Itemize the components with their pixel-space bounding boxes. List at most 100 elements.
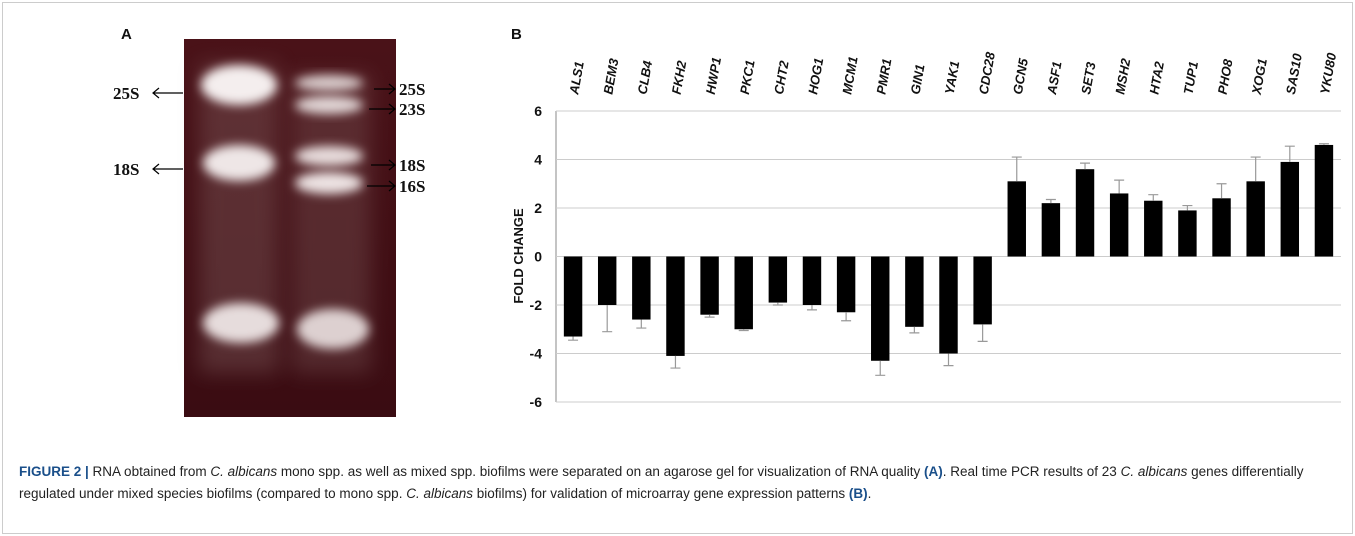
error-bar	[1080, 162, 1091, 170]
y-axis-label: FOLD CHANGE	[511, 208, 526, 304]
panel-label: A	[121, 26, 132, 43]
bar	[1144, 200, 1163, 257]
caption-text: . Real time PCR results of 23	[942, 464, 1121, 479]
x-tick-label: MSH2	[1112, 57, 1133, 96]
bar	[1314, 144, 1334, 257]
error-bar	[1216, 183, 1227, 199]
caption-label: FIGURE 2 |	[19, 464, 89, 479]
bar	[597, 256, 617, 305]
caption-text: (A)	[924, 464, 943, 479]
caption-text: C. albicans	[210, 464, 278, 479]
bar	[1246, 181, 1265, 257]
x-tick-label: BEM3	[600, 57, 621, 96]
x-tick-label: PMR1	[873, 57, 894, 95]
y-tick-label: -6	[530, 394, 543, 410]
y-tick-label: 4	[534, 152, 542, 168]
bar	[1109, 193, 1129, 257]
x-tick-label: XOG1	[1249, 57, 1270, 96]
gel-marker: 23S	[399, 100, 425, 119]
x-tick-label: TUP1	[1181, 60, 1202, 95]
caption-text: C. albicans	[406, 486, 473, 501]
bar	[768, 256, 788, 303]
bar	[973, 256, 992, 325]
bar	[905, 256, 924, 327]
gel-arrows	[152, 83, 396, 192]
x-tick-label: YAK1	[942, 60, 963, 96]
error-bar	[1114, 179, 1125, 194]
bar	[1178, 210, 1197, 257]
bar	[1007, 181, 1026, 257]
gel-marker: 16S	[399, 177, 425, 196]
gel-image	[184, 39, 396, 417]
x-tick-label: GCN5	[1010, 57, 1031, 96]
error-bar	[670, 355, 681, 369]
error-bar	[704, 314, 715, 318]
error-bar	[772, 302, 783, 306]
gel-marker: 25S	[399, 80, 425, 99]
error-bar	[738, 329, 749, 332]
x-tick-label: ASF1	[1044, 60, 1065, 96]
gel-marker: 25S	[113, 84, 139, 103]
x-tick-label: FKH2	[669, 59, 690, 96]
gel-marker: 18S	[399, 156, 425, 175]
error-bar	[1318, 143, 1329, 145]
y-tick-label: -4	[530, 346, 543, 362]
error-bar	[1284, 145, 1295, 162]
caption: FIGURE 2 | RNA obtained from C. albicans…	[19, 461, 1339, 505]
figure: A 25S 18S 25S 23S 18S 16S B FOLD CHANGE …	[113, 26, 1341, 417]
caption-text: .	[867, 486, 872, 501]
bar	[632, 256, 651, 320]
error-bar	[841, 312, 852, 322]
bar	[1075, 169, 1095, 257]
caption-text: biofilms) for validation of microarray g…	[473, 486, 849, 501]
x-tick-label: CHT2	[771, 59, 792, 96]
x-tick-label: MCM1	[839, 55, 860, 95]
x-tick-label: YKU80	[1317, 51, 1339, 96]
error-bar	[875, 360, 886, 376]
bar	[563, 256, 583, 337]
y-tick-label: 2	[534, 200, 542, 216]
error-bar	[1045, 198, 1056, 204]
x-tick-label: CDC28	[976, 50, 998, 95]
error-bar	[943, 353, 954, 367]
x-tick-label: HWP1	[703, 56, 724, 96]
bar	[939, 256, 958, 354]
caption-text: genes differentially regulated under mix…	[19, 464, 1304, 501]
bar	[871, 256, 890, 361]
x-tick-label: CLB4	[635, 59, 656, 96]
bar	[700, 256, 719, 315]
bar	[666, 256, 685, 356]
error-bar	[1250, 156, 1261, 182]
bar	[1280, 161, 1300, 257]
error-bar	[568, 336, 579, 341]
x-tick-label: SET3	[1078, 60, 1099, 95]
bar	[1041, 203, 1061, 257]
bar	[836, 256, 856, 313]
error-bar	[909, 326, 920, 334]
x-tick-label: HOG1	[805, 57, 826, 96]
caption-text: mono spp. as well as mixed spp. biofilms…	[277, 464, 924, 479]
error-bar	[1182, 204, 1193, 211]
caption-text: RNA obtained from	[88, 464, 211, 479]
caption-text: (B)	[848, 486, 868, 501]
x-tick-label: ALS1	[566, 60, 587, 96]
panel-label: B	[511, 26, 522, 43]
error-bar	[977, 324, 988, 342]
y-tick-label: 6	[534, 103, 542, 119]
gel-marker: 18S	[113, 160, 139, 179]
x-tick-label: GIN1	[908, 63, 928, 95]
x-tick-label: SAS10	[1283, 52, 1305, 96]
y-tick-label: 0	[534, 249, 542, 265]
x-tick-label: PHO8	[1215, 57, 1236, 95]
error-bar	[806, 305, 817, 311]
y-tick-label: -2	[530, 297, 543, 313]
error-bar	[636, 319, 647, 329]
bar	[802, 256, 822, 305]
error-bar	[602, 305, 613, 333]
x-tick-label: HTA2	[1146, 60, 1167, 96]
caption-text: C. albicans	[1120, 464, 1188, 479]
bar	[1212, 198, 1231, 257]
bar	[734, 256, 753, 330]
x-tick-label: PKC1	[737, 59, 758, 96]
